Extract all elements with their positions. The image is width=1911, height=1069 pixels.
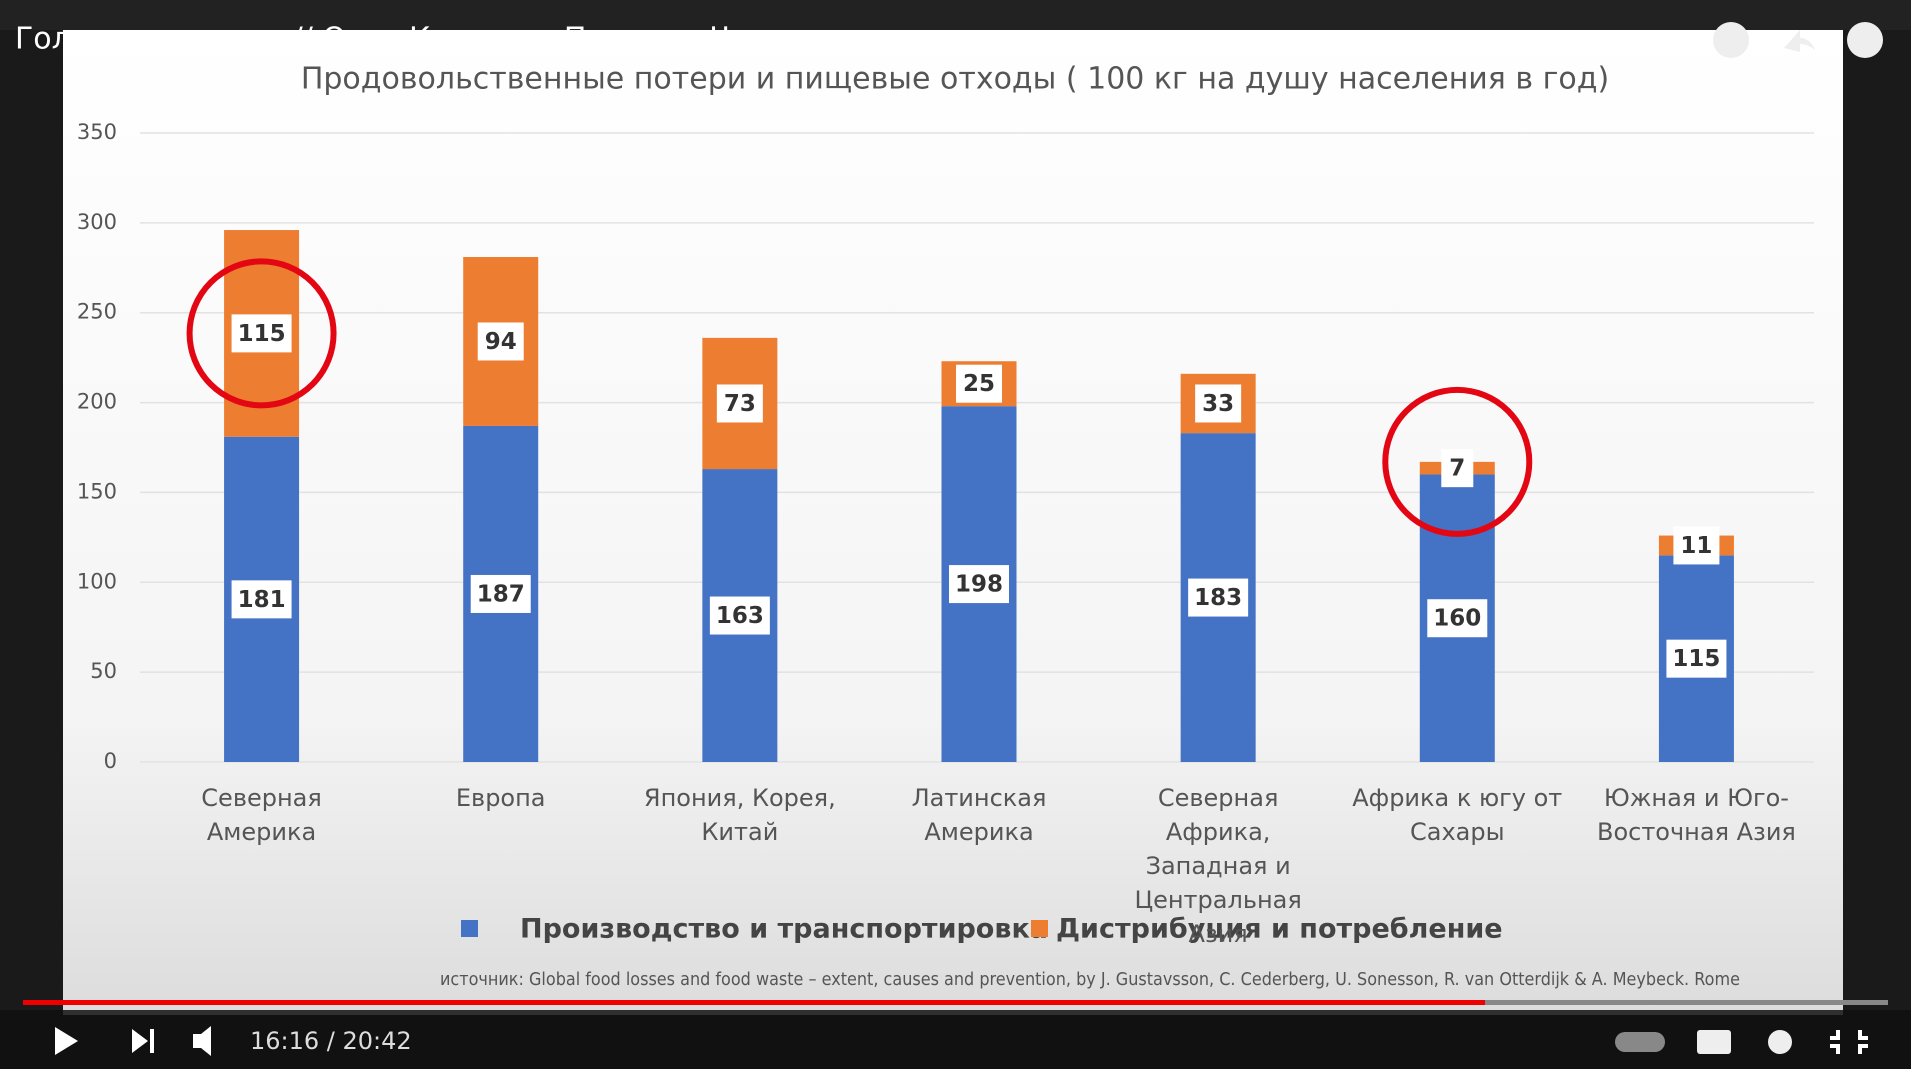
y-tick-label: 200 bbox=[77, 390, 117, 414]
highlight-circle bbox=[1382, 386, 1533, 537]
y-tick-label: 150 bbox=[77, 479, 117, 503]
x-tick-label: Африка к югу от Сахары bbox=[1352, 784, 1563, 846]
y-tick-label: 300 bbox=[77, 210, 117, 234]
fullscreen[interactable] bbox=[1830, 1030, 1868, 1054]
y-tick-label: 50 bbox=[90, 659, 117, 683]
legend-label: Дистрибуция и потребление bbox=[1056, 914, 1503, 945]
x-tick-label: Северная Африка, Западная и Центральная … bbox=[1134, 784, 1302, 948]
value-label: 7 bbox=[1449, 456, 1465, 482]
x-tick-label: Европа bbox=[455, 784, 546, 812]
value-label: 181 bbox=[238, 587, 286, 613]
value-label: 163 bbox=[716, 603, 764, 629]
value-label: 183 bbox=[1194, 585, 1242, 611]
y-tick-label: 100 bbox=[77, 569, 117, 593]
value-label-box bbox=[231, 580, 292, 619]
share[interactable] bbox=[1784, 30, 1815, 52]
legend-swatch bbox=[461, 920, 478, 937]
top-bar bbox=[0, 0, 1911, 30]
x-tick-label: Латинская Америка bbox=[911, 784, 1047, 846]
value-label-box bbox=[956, 364, 1002, 403]
value-label-box bbox=[949, 565, 1009, 604]
watch-later[interactable] bbox=[1713, 22, 1749, 58]
value-label: 94 bbox=[485, 329, 517, 355]
play-button[interactable] bbox=[55, 1027, 78, 1055]
value-label-box bbox=[716, 384, 763, 423]
legend-label: Производство и транспортировка bbox=[520, 914, 1048, 945]
autoplay[interactable] bbox=[1615, 1032, 1665, 1052]
progress-played bbox=[23, 1000, 1485, 1005]
volume-button[interactable] bbox=[193, 1026, 211, 1056]
info[interactable] bbox=[1847, 22, 1883, 58]
value-label-box bbox=[1441, 449, 1474, 488]
chart-title: Продовольственные потери и пищевые отход… bbox=[301, 62, 1609, 97]
video-title: Голод наступает // Олег Комолов. Простые… bbox=[15, 22, 804, 57]
x-tick-label: Япония, Корея, Китай bbox=[643, 784, 836, 846]
value-label-box bbox=[1673, 526, 1720, 565]
subtitles[interactable] bbox=[1697, 1030, 1731, 1054]
value-label-box bbox=[1195, 384, 1242, 423]
time: 16:16 / 20:42 bbox=[250, 1027, 412, 1055]
value-label: 25 bbox=[963, 371, 995, 397]
value-label: 115 bbox=[238, 321, 286, 347]
value-label-box bbox=[1666, 639, 1727, 678]
value-label: 33 bbox=[1202, 391, 1234, 417]
y-tick-label: 350 bbox=[77, 120, 117, 144]
value-label: 187 bbox=[477, 581, 525, 607]
value-label-box bbox=[1427, 599, 1488, 638]
legend-swatch bbox=[1031, 920, 1048, 937]
value-label: 11 bbox=[1680, 533, 1712, 559]
value-label: 160 bbox=[1433, 606, 1481, 632]
x-tick-label: Южная и Юго-Восточная Азия bbox=[1596, 784, 1796, 846]
value-label-box bbox=[470, 574, 531, 613]
source: источник: Global food losses and food wa… bbox=[440, 969, 1740, 990]
settings[interactable] bbox=[1768, 1030, 1792, 1054]
x-tick-label: Северная Америка bbox=[201, 784, 322, 846]
next-button[interactable] bbox=[132, 1029, 154, 1053]
value-label-box bbox=[709, 596, 770, 635]
value-label-box bbox=[477, 322, 524, 361]
highlight-circle bbox=[186, 258, 337, 409]
y-tick-label: 250 bbox=[77, 300, 117, 324]
controls-bar bbox=[0, 1010, 1911, 1069]
value-label-box bbox=[1188, 578, 1249, 617]
value-label: 198 bbox=[955, 572, 1003, 598]
value-label: 115 bbox=[1672, 646, 1720, 672]
value-label-box bbox=[231, 314, 292, 353]
y-tick-label: 0 bbox=[104, 749, 117, 773]
value-label: 73 bbox=[724, 391, 756, 417]
